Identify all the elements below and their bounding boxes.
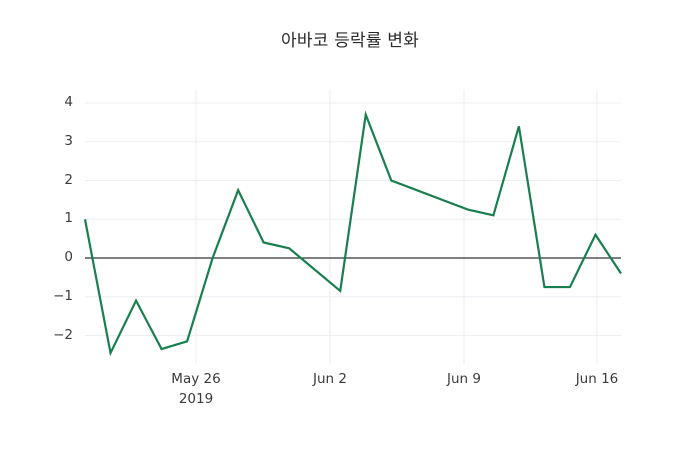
x-axis-tick: Jun 16 xyxy=(575,371,619,387)
chart-title: 아바코 등락률 변화 xyxy=(281,31,419,51)
x-axis-tick: May 26 xyxy=(171,371,221,387)
y-axis-tick: 2 xyxy=(64,171,73,188)
y-axis-tick: 3 xyxy=(64,132,73,149)
x-axis-tick: Jun 2 xyxy=(313,371,347,387)
y-axis-tick: 4 xyxy=(64,94,73,110)
y-axis-tick: 1 xyxy=(64,210,73,227)
y-axis-tick: −1 xyxy=(53,287,73,304)
y-axis-tick: 0 xyxy=(64,249,73,265)
y-axis-tick: −2 xyxy=(53,326,73,343)
x-axis-year-label: 2019 xyxy=(178,391,214,407)
x-axis-tick: Jun 9 xyxy=(447,371,481,387)
data-series-line xyxy=(83,110,622,357)
gridlines xyxy=(85,89,621,365)
